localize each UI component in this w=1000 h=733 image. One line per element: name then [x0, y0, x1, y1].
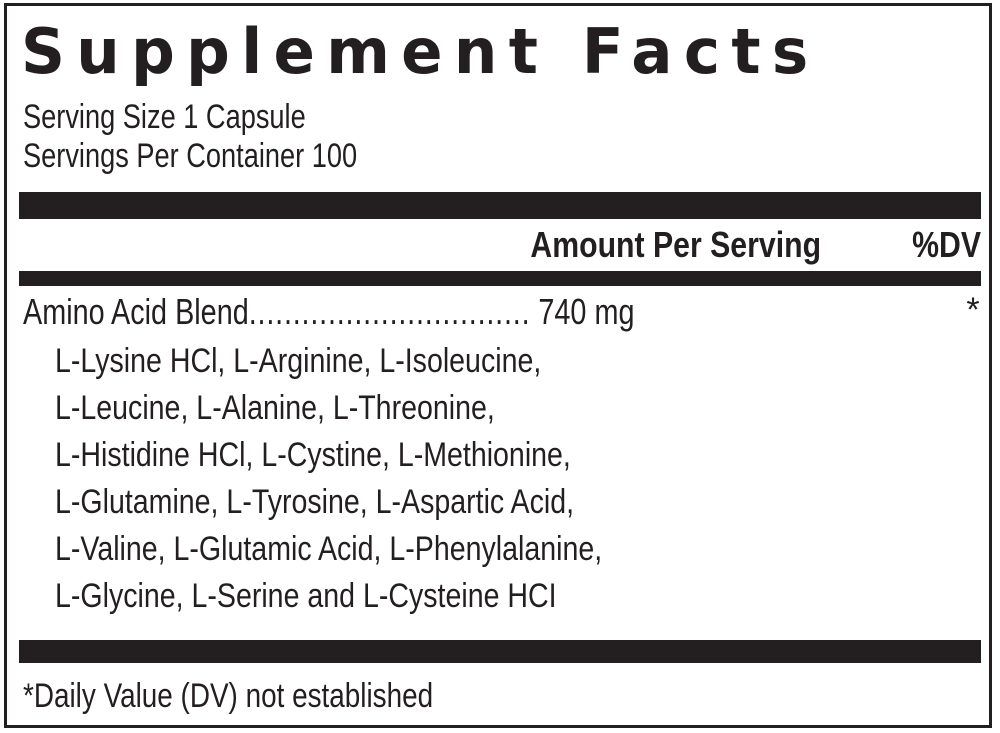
blend-daily-value: *	[966, 291, 980, 329]
ingredient-list: L-Lysine HCl, L-Arginine, L-Isoleucine, …	[55, 338, 975, 620]
blend-row-text: Amino Acid Blend........................…	[23, 290, 634, 334]
table-row: Amino Acid Blend........................…	[23, 290, 981, 334]
serving-size-text: Serving Size 1 Capsule	[23, 98, 306, 136]
page-title: Supplement Facts	[21, 15, 820, 88]
supplement-facts-panel: Supplement Facts Serving Size 1 Capsule …	[4, 3, 992, 728]
list-item: L-Glycine, L-Serine and L-Cysteine HCI	[55, 577, 557, 615]
divider-footer	[19, 640, 981, 663]
column-header-amount-per-serving: Amount Per Serving	[530, 224, 821, 265]
column-header-row: Amount Per Serving %DV	[19, 222, 981, 268]
divider-thick	[19, 192, 981, 219]
list-item: L-Valine, L-Glutamic Acid, L-Phenylalani…	[55, 530, 603, 568]
list-item: L-Glutamine, L-Tyrosine, L-Aspartic Acid…	[55, 483, 575, 521]
daily-value-footnote: *Daily Value (DV) not established	[23, 677, 434, 715]
blend-amount: 740 mg	[538, 291, 635, 332]
blend-name: Amino Acid Blend	[23, 291, 249, 332]
servings-per-container-text: Servings Per Container 100	[23, 137, 358, 175]
list-item: L-Histidine HCl, L-Cystine, L-Methionine…	[55, 436, 571, 474]
leader-dots: ................................	[248, 291, 531, 332]
list-item: L-Lysine HCl, L-Arginine, L-Isoleucine,	[55, 342, 542, 380]
column-header-daily-value: %DV	[912, 224, 981, 265]
divider-medium	[19, 271, 981, 286]
list-item: L-Leucine, L-Alanine, L-Threonine,	[55, 389, 495, 427]
